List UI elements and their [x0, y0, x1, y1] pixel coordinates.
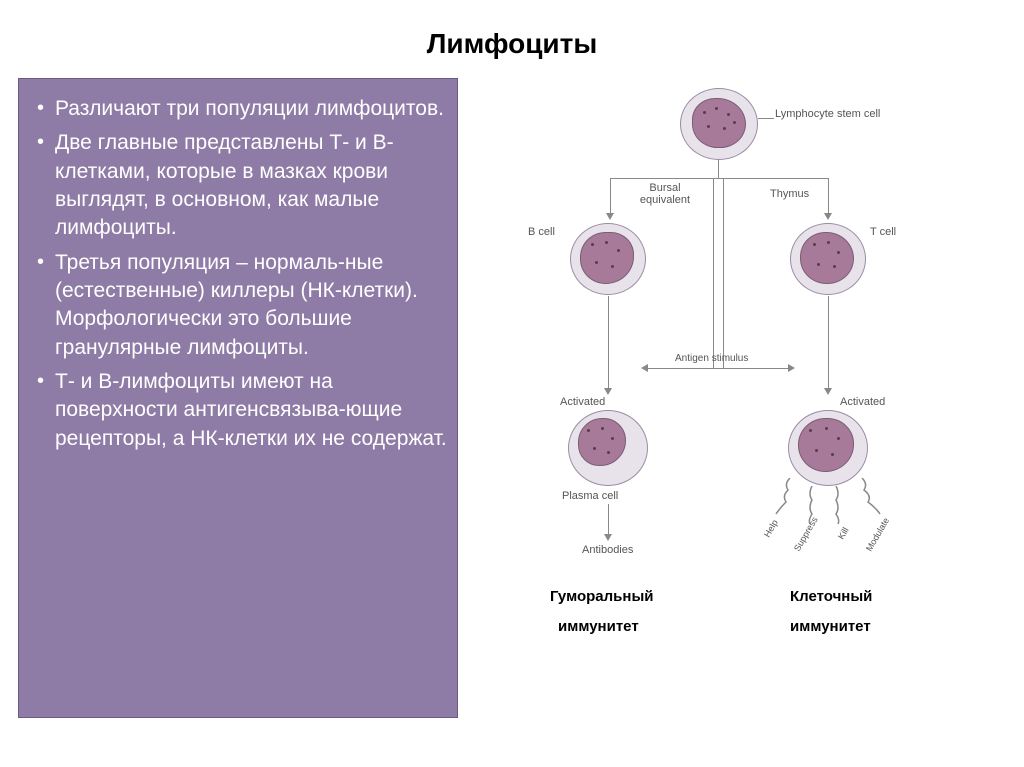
content-row: Различают три популяции лимфоцитов. Две …: [0, 78, 1024, 718]
humoral-immunity-label: иммунитет: [558, 618, 639, 635]
humoral-label: Гуморальный: [550, 588, 653, 605]
func-modulate: Modulate: [864, 516, 891, 553]
thymus-label: Thymus: [770, 188, 809, 200]
stem-cell-nucleus: [692, 98, 746, 148]
page-title: Лимфоциты: [0, 0, 1024, 78]
bullet-item: Две главные представлены Т- и В-клетками…: [27, 129, 447, 242]
bursal-label: Bursal equivalent: [630, 182, 700, 206]
bullet-list: Различают три популяции лимфоцитов. Две …: [27, 95, 447, 453]
bullet-textbox: Различают три популяции лимфоцитов. Две …: [18, 78, 458, 718]
stem-cell-label: Lymphocyte stem cell: [775, 108, 885, 120]
activated-t-nucleus: [798, 418, 854, 472]
b-cell-label: B cell: [528, 226, 555, 238]
kill-arrow-icon: [830, 486, 852, 526]
cellular-label: Клеточный: [790, 588, 872, 605]
activated-label-left: Activated: [560, 396, 605, 408]
antigen-label: Antigen stimulus: [675, 353, 748, 364]
lymphocyte-diagram: Lymphocyte stem cell Bursal equivalent T…: [470, 78, 1006, 718]
bullet-item: Третья популяция – нормаль-ные (естестве…: [27, 249, 447, 362]
t-cell-nucleus: [800, 232, 854, 284]
plasma-cell-label: Plasma cell: [562, 490, 618, 502]
t-cell-label: T cell: [870, 226, 896, 238]
func-kill: Kill: [836, 526, 851, 541]
bullet-item: Различают три популяции лимфоцитов.: [27, 95, 447, 123]
modulate-arrow-icon: [858, 478, 888, 518]
func-help: Help: [762, 518, 780, 539]
cellular-immunity-label: иммунитет: [790, 618, 871, 635]
help-arrow-icon: [770, 478, 800, 518]
bullet-item: Т- и В-лимфоциты имеют на поверхности ан…: [27, 368, 447, 453]
antibodies-label: Antibodies: [582, 544, 633, 556]
activated-label-right: Activated: [840, 396, 885, 408]
